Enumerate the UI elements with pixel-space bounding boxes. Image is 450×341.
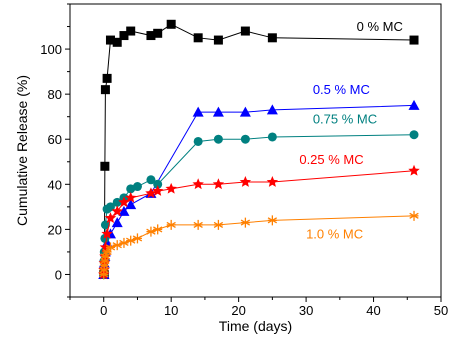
data-point [408,99,420,110]
data-point [240,217,251,228]
data-point [132,182,142,192]
data-point [266,104,278,115]
data-point [119,31,129,41]
series-line [103,134,415,275]
data-point [213,134,223,144]
axes: 0 10 20 30 40 50 0 20 40 60 80 100 [40,3,448,318]
series-layer [98,19,420,280]
x-tick-label: 50 [434,303,448,318]
annotation-layer: 0 % MC 0.5 % MC 0.75 % MC 0.25 % MC 1.0 % MC [299,19,403,241]
y-tick-label: 100 [40,42,62,57]
data-point [126,26,136,36]
x-tick-label: 0 [100,303,107,318]
data-point [111,205,123,217]
y-tick-label: 0 [55,267,62,282]
data-point [267,215,278,226]
data-point [408,164,420,176]
data-point [267,33,277,43]
data-point [240,26,250,36]
data-point [100,220,110,230]
data-point [166,219,176,230]
data-point [118,205,130,216]
series-label: 1.0 % MC [306,226,363,241]
series-1-0-mc [99,210,419,280]
data-point [409,35,419,45]
series-0-5-mc [98,99,420,279]
data-point [409,210,419,221]
data-point [105,202,115,212]
y-tick-label: 80 [48,87,62,102]
x-tick-label: 30 [299,303,313,318]
y-axis-label: Cumulative Release (%) [14,75,30,226]
series-label: 0.75 % MC [313,111,377,126]
data-point [266,176,279,187]
series-label: 0.5 % MC [313,82,370,97]
x-axis-label: Time (days) [219,318,292,334]
data-point [239,176,252,187]
series-label: 0 % MC [357,19,403,34]
data-point [193,219,203,230]
data-point [125,191,137,203]
data-point [193,136,203,146]
data-point [146,175,156,185]
data-point [102,73,112,83]
data-point [145,187,157,199]
data-point [213,35,223,45]
y-tick-label: 60 [48,132,62,147]
data-point [193,33,203,43]
data-point [100,85,110,95]
series-label: 0.25 % MC [299,152,363,167]
data-point [146,31,156,41]
series-line [103,215,415,275]
data-point [125,199,137,210]
data-point [192,106,204,117]
data-point [132,233,143,244]
data-point [409,130,419,140]
data-point [239,106,251,117]
y-tick-label: 40 [48,177,62,192]
data-point [213,219,224,230]
data-point [153,224,163,235]
data-point [118,196,130,208]
data-point [101,227,113,239]
data-point [100,161,110,171]
data-point [192,178,204,190]
series-0-mc [99,19,419,279]
data-point [153,28,163,38]
data-point [112,37,122,47]
data-point [111,217,123,228]
data-point [212,178,225,190]
data-point [166,19,176,29]
series-0-75-mc [99,130,419,279]
plot-frame [69,3,442,298]
x-tick-label: 10 [164,303,178,318]
y-tick-label: 20 [48,222,62,237]
data-point [151,185,164,196]
data-point [105,35,115,45]
data-point [100,251,111,262]
x-tick-label: 40 [366,303,380,318]
data-point [104,212,117,223]
data-point [240,134,250,144]
data-point [267,132,277,142]
data-point [112,197,122,207]
data-point [165,182,177,194]
plot-area [69,3,442,298]
data-point [212,106,224,117]
x-tick-label: 20 [231,303,245,318]
series-line [103,170,415,275]
series-line [103,23,415,275]
data-point [153,179,163,189]
